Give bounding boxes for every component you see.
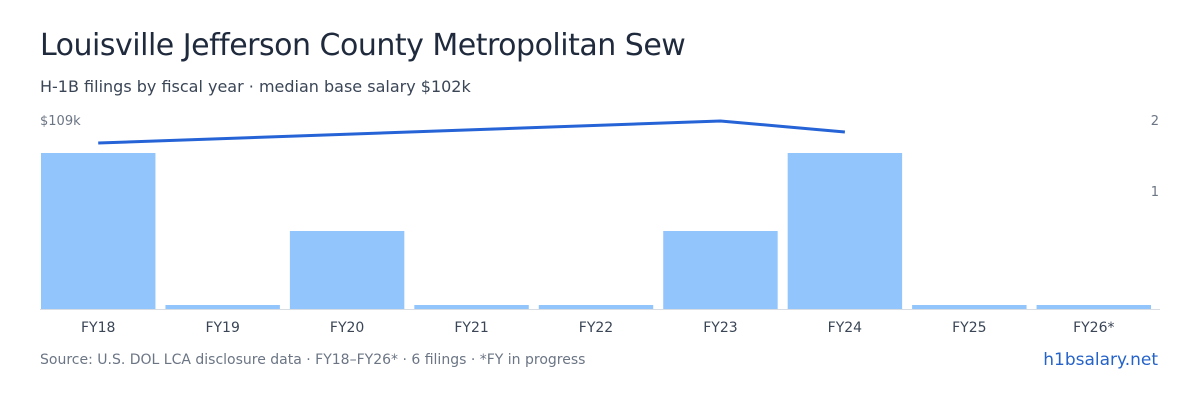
- bar-FY24[interactable]: [787, 153, 903, 309]
- bar-FY26[interactable]: [1036, 305, 1151, 309]
- y-right-tick-2: 2: [1151, 114, 1159, 129]
- x-tick-label: FY18: [81, 320, 115, 336]
- source-note: Source: U.S. DOL LCA disclosure data · F…: [40, 352, 586, 368]
- x-tick-label: FY22: [579, 320, 613, 336]
- bar-FY21[interactable]: [414, 305, 529, 309]
- x-tick-label: FY20: [330, 320, 364, 336]
- x-labels-layer: FY18 FY19 FY20 FY21 FY22 FY23 FY24 FY25 FY26*: [81, 320, 1114, 336]
- chart-subtitle: H-1B filings by fiscal year · median bas…: [40, 77, 471, 96]
- x-tick-label: FY21: [454, 320, 488, 336]
- chart-title: Louisville Jefferson County Metropolitan…: [40, 28, 686, 63]
- x-tick-label: FY19: [205, 320, 239, 336]
- bars-layer: [41, 153, 1151, 309]
- bar-FY19[interactable]: [165, 305, 280, 309]
- bar-FY23[interactable]: [663, 231, 778, 309]
- y-right-tick-1: 1: [1151, 185, 1159, 200]
- x-tick-label: FY26*: [1073, 320, 1114, 336]
- bar-FY20[interactable]: [289, 231, 405, 309]
- x-tick-label: FY23: [703, 320, 737, 336]
- salary-line: [98, 119, 846, 145]
- brand-link[interactable]: h1bsalary.net: [1043, 350, 1158, 370]
- x-tick-label: FY24: [828, 320, 863, 336]
- bar-FY22[interactable]: [538, 305, 654, 309]
- bar-FY18[interactable]: [41, 153, 156, 309]
- y-left-top-label: $109k: [40, 114, 81, 129]
- bar-FY25[interactable]: [912, 305, 1027, 309]
- x-tick-label: FY25: [952, 320, 986, 336]
